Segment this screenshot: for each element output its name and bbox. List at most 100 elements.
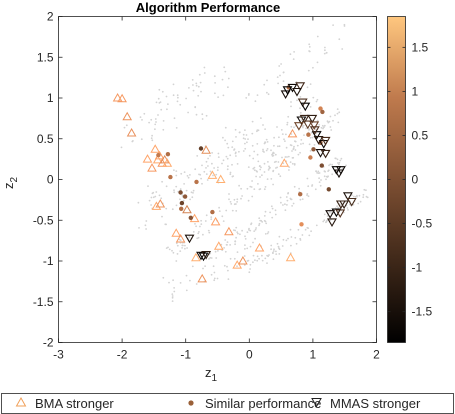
background-point [268,165,270,168]
background-point [228,193,230,195]
background-point [185,289,188,292]
background-point [251,120,254,123]
background-point [263,215,266,217]
background-point [236,198,239,201]
background-point [272,183,274,186]
background-point [362,196,365,199]
background-point [148,121,151,124]
background-point [329,115,332,118]
x-tick-label: -1 [180,348,191,362]
background-point [161,215,163,218]
background-point [229,173,232,176]
background-point [203,170,206,173]
background-point [324,46,326,49]
background-point [197,232,200,235]
x-tick-label: -3 [53,348,64,362]
background-point [338,161,341,164]
background-point [282,204,284,206]
background-point [175,260,178,262]
background-point [209,170,212,173]
background-point [293,126,295,129]
background-point [251,180,254,182]
background-point [217,166,219,169]
point-similar-5 [182,194,188,199]
background-point [213,271,216,274]
background-point [236,251,239,254]
background-point [262,150,264,153]
background-point [194,168,197,171]
background-point [264,257,267,260]
background-point [201,182,203,185]
background-point [232,175,235,178]
background-point [221,215,224,218]
background-point [296,144,299,147]
background-point [253,150,256,153]
background-point [310,230,312,233]
point-similar-10 [210,209,215,215]
background-point [209,154,211,157]
background-point [226,244,228,246]
background-point [336,205,338,208]
point-mmas-19 [309,126,320,135]
background-point [176,94,179,97]
background-point [172,94,175,97]
plot-area [58,16,377,343]
point-mmas-10 [293,122,304,131]
background-point [272,250,275,252]
background-point [195,225,198,228]
background-point [279,196,282,199]
background-point [284,209,287,212]
point-similar-13 [308,155,313,160]
background-point [279,175,282,178]
background-point [271,216,274,219]
y-tick-label: -1.5 [33,295,54,309]
background-point [150,118,153,121]
background-point [356,195,358,198]
background-point [226,142,229,145]
background-point [294,149,297,151]
background-point [323,219,326,222]
background-point [244,147,247,150]
background-point [137,201,140,204]
background-point [179,282,182,284]
x-tick-label: 2 [373,348,380,362]
background-point [226,241,229,244]
background-point [224,126,227,129]
point-bma-10 [162,158,173,167]
background-point [236,163,239,165]
background-point [175,127,178,129]
background-point [252,261,254,264]
background-point [330,129,333,131]
background-point [236,231,239,234]
background-point [194,106,197,109]
background-point [155,121,157,123]
background-point [249,245,252,248]
legend: BMA stronger Similar performance MMAS st… [1,393,454,414]
background-point [273,144,275,147]
background-point [233,149,235,151]
background-point [285,196,288,198]
background-point [296,99,298,102]
background-point [323,126,325,129]
background-point [316,35,319,38]
background-point [267,93,270,96]
background-point [255,175,257,178]
background-point [234,151,237,154]
background-point [145,220,148,222]
background-point [148,199,151,202]
y-tick-label: 1.5 [37,50,54,64]
background-point [208,258,210,260]
background-point [281,156,283,159]
background-point [154,128,156,131]
legend-marker-similar [188,400,194,406]
y-tick-label: -2 [43,336,54,350]
point-mmas-34 [325,210,336,219]
background-point [280,129,283,131]
background-point [267,231,270,233]
background-point [263,188,266,191]
background-point [214,92,216,95]
background-point [256,143,259,145]
background-point [309,136,312,139]
background-point [200,177,203,180]
background-point [199,225,201,228]
